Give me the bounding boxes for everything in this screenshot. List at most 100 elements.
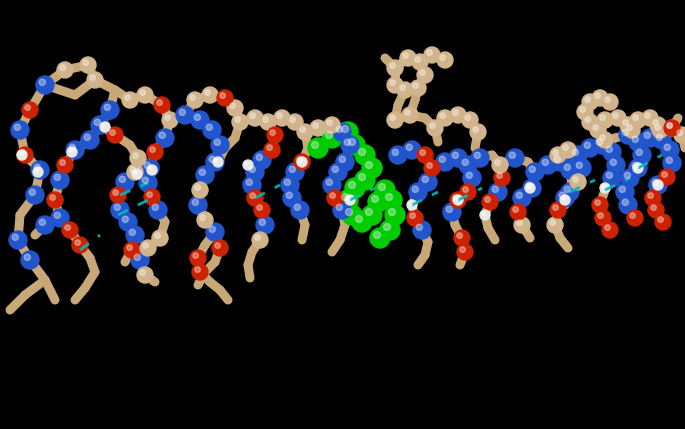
Circle shape [190,95,195,100]
Circle shape [57,62,73,78]
Circle shape [413,221,431,239]
Circle shape [137,87,153,103]
Circle shape [308,138,328,158]
Circle shape [338,190,358,210]
Circle shape [677,130,682,136]
Circle shape [439,156,445,163]
Circle shape [147,165,157,175]
Circle shape [653,120,658,125]
Circle shape [653,131,671,149]
Circle shape [102,124,105,127]
Circle shape [573,159,591,177]
Circle shape [595,93,600,98]
Circle shape [623,120,628,125]
Circle shape [51,171,69,189]
Circle shape [342,193,349,200]
Circle shape [526,182,532,188]
Circle shape [585,117,590,122]
Circle shape [462,112,478,128]
Circle shape [386,193,393,200]
Circle shape [29,189,36,196]
Circle shape [192,253,199,258]
Circle shape [152,230,168,246]
Circle shape [294,154,310,170]
Circle shape [122,216,129,223]
Circle shape [606,146,612,152]
Circle shape [652,179,658,185]
Circle shape [21,251,39,269]
Circle shape [209,226,216,233]
Circle shape [454,230,470,246]
Circle shape [250,193,256,198]
Circle shape [80,57,96,73]
Circle shape [417,67,433,83]
Circle shape [492,157,508,173]
Circle shape [590,122,606,138]
Circle shape [341,136,359,154]
Circle shape [300,127,306,133]
Circle shape [101,101,119,119]
Circle shape [410,80,426,96]
Circle shape [130,150,146,166]
Circle shape [35,169,38,172]
Circle shape [67,147,77,157]
Circle shape [413,83,419,88]
Circle shape [450,107,466,123]
Circle shape [297,157,302,163]
Circle shape [597,112,613,128]
Circle shape [322,128,342,148]
Circle shape [553,150,558,155]
Circle shape [648,202,664,218]
Circle shape [453,110,458,115]
Circle shape [550,220,556,225]
Circle shape [539,156,557,174]
Circle shape [580,107,586,112]
Circle shape [648,193,653,198]
Circle shape [157,100,162,106]
Circle shape [473,127,478,133]
Circle shape [129,229,136,236]
Circle shape [57,157,73,173]
Circle shape [570,174,586,190]
Circle shape [72,237,88,253]
Circle shape [147,192,152,197]
Circle shape [256,154,262,160]
Circle shape [527,185,530,188]
Circle shape [342,205,362,225]
Circle shape [509,152,515,158]
Circle shape [277,113,282,118]
Circle shape [215,243,221,248]
Circle shape [427,50,432,55]
Circle shape [313,123,319,128]
Circle shape [267,127,283,143]
Circle shape [310,120,326,136]
Circle shape [155,233,160,239]
Circle shape [323,176,341,194]
Circle shape [126,226,144,244]
Circle shape [192,182,208,198]
Circle shape [629,159,647,177]
Circle shape [406,144,412,151]
Circle shape [206,223,224,241]
Circle shape [133,153,138,158]
Circle shape [645,190,661,206]
Circle shape [595,200,600,205]
Circle shape [392,149,399,155]
Circle shape [90,75,95,80]
Circle shape [119,213,137,231]
Circle shape [427,163,432,169]
Circle shape [329,193,336,198]
Circle shape [436,153,454,171]
Circle shape [297,124,313,140]
Circle shape [191,111,209,129]
Circle shape [299,159,302,162]
Circle shape [513,189,531,207]
Circle shape [249,166,256,172]
Circle shape [141,159,159,177]
Circle shape [415,57,421,62]
Circle shape [554,156,560,163]
Circle shape [600,183,610,193]
Circle shape [373,232,380,239]
Circle shape [474,152,480,158]
Circle shape [610,159,616,166]
